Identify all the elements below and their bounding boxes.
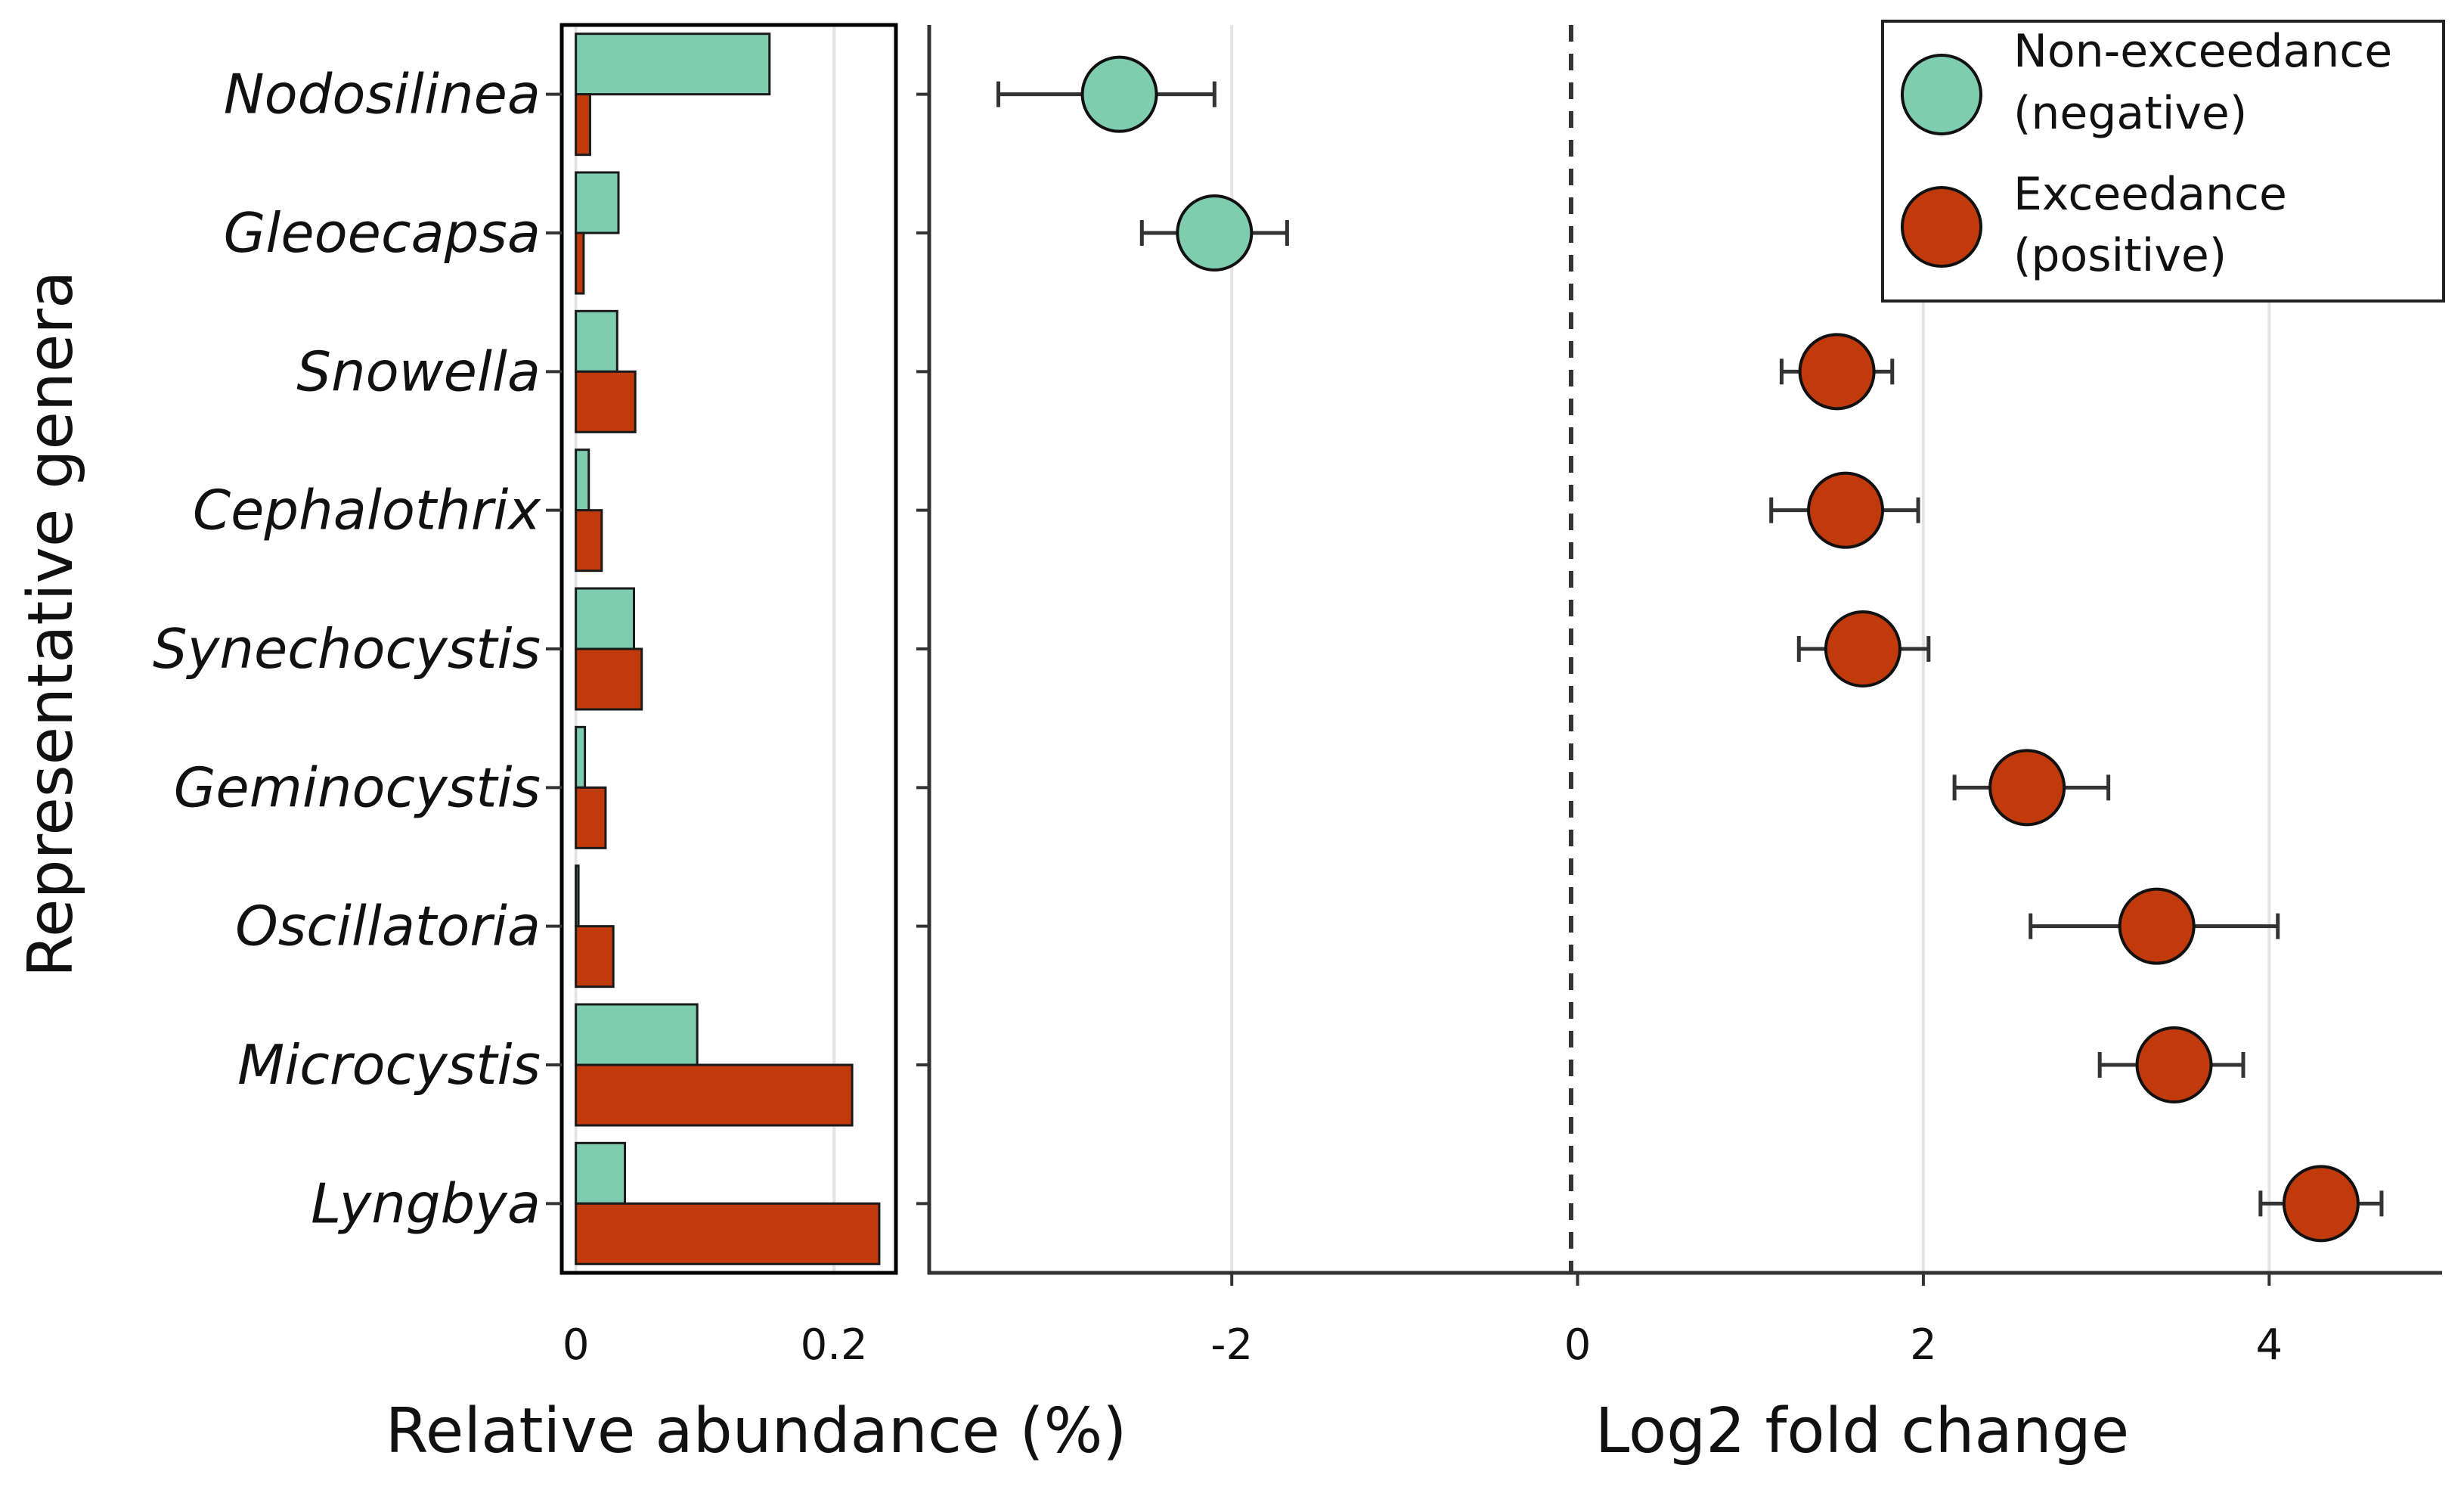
point-snowella bbox=[1798, 333, 1876, 411]
abundance-tick-label: 0.2 bbox=[801, 1321, 868, 1370]
bar-non-exceedance-snowella bbox=[575, 309, 618, 373]
bar-exceedance-microcystis bbox=[575, 1063, 854, 1127]
y-axis-title: Representative genera bbox=[15, 271, 87, 978]
fold-change-tick-label: 4 bbox=[2255, 1321, 2283, 1370]
legend-label-exceedance: Exceedance bbox=[2013, 168, 2287, 221]
point-oscillatoria bbox=[2118, 887, 2196, 965]
bar-exceedance-oscillatoria bbox=[575, 925, 615, 988]
bar-exceedance-gleoecapsa bbox=[575, 231, 585, 295]
point-microcystis bbox=[2135, 1026, 2213, 1103]
x-axis-title-fold-change: Log2 fold change bbox=[1595, 1395, 2129, 1467]
legend-marker-non-exceedance bbox=[1901, 54, 1982, 135]
fold-change-tick-label: 0 bbox=[1564, 1321, 1592, 1370]
fold-change-tick-label: 2 bbox=[1910, 1321, 1937, 1370]
genus-label-lyngbya: Lyngbya bbox=[311, 1172, 541, 1235]
point-gleoecapsa bbox=[1176, 194, 1254, 272]
bar-exceedance-geminocystis bbox=[575, 786, 607, 849]
legend-marker-exceedance bbox=[1901, 186, 1982, 268]
genus-label-snowella: Snowella bbox=[296, 340, 541, 403]
bar-non-exceedance-cephalothrix bbox=[575, 448, 590, 512]
point-cephalothrix bbox=[1807, 471, 1885, 549]
point-geminocystis bbox=[1988, 749, 2066, 827]
genus-label-cephalothrix: Cephalothrix bbox=[193, 479, 542, 542]
genus-label-gleoecapsa: Gleoecapsa bbox=[224, 201, 541, 265]
legend-sublabel-non-exceedance: (negative) bbox=[2013, 87, 2247, 140]
genus-label-oscillatoria: Oscillatoria bbox=[235, 895, 541, 958]
bar-non-exceedance-microcystis bbox=[575, 1003, 699, 1066]
bar-non-exceedance-geminocystis bbox=[575, 725, 587, 789]
point-lyngbya bbox=[2282, 1165, 2360, 1243]
bar-exceedance-cephalothrix bbox=[575, 509, 603, 573]
bar-non-exceedance-nodosilinea bbox=[575, 33, 771, 96]
genus-label-microcystis: Microcystis bbox=[237, 1033, 541, 1097]
abundance-tick-label: 0 bbox=[563, 1321, 590, 1370]
bar-non-exceedance-lyngbya bbox=[575, 1141, 627, 1205]
bar-exceedance-nodosilinea bbox=[575, 93, 591, 157]
bar-non-exceedance-oscillatoria bbox=[575, 864, 580, 928]
genus-label-geminocystis: Geminocystis bbox=[174, 756, 541, 819]
point-nodosilinea bbox=[1080, 55, 1158, 133]
bar-exceedance-snowella bbox=[575, 370, 637, 433]
bar-exceedance-synechocystis bbox=[575, 647, 643, 711]
legend: Non-exceedance (negative) Exceedance (po… bbox=[1881, 20, 2445, 303]
legend-label-non-exceedance: Non-exceedance bbox=[2013, 25, 2392, 78]
x-axis-title-abundance: Relative abundance (%) bbox=[386, 1395, 1127, 1467]
point-synechocystis bbox=[1824, 610, 1901, 687]
bar-non-exceedance-synechocystis bbox=[575, 587, 635, 650]
legend-box bbox=[1881, 20, 2445, 303]
genus-label-synechocystis: Synechocystis bbox=[153, 617, 541, 681]
abundance-panel: 0 0.2 Nodosilinea Gleoecapsa Snowella Cephal… bbox=[153, 23, 1127, 1467]
genus-label-nodosilinea: Nodosilinea bbox=[224, 63, 541, 126]
bar-exceedance-lyngbya bbox=[575, 1202, 881, 1265]
legend-sublabel-exceedance: (positive) bbox=[2013, 229, 2227, 282]
bar-non-exceedance-gleoecapsa bbox=[575, 171, 620, 234]
fold-change-tick-label: -2 bbox=[1210, 1321, 1253, 1370]
